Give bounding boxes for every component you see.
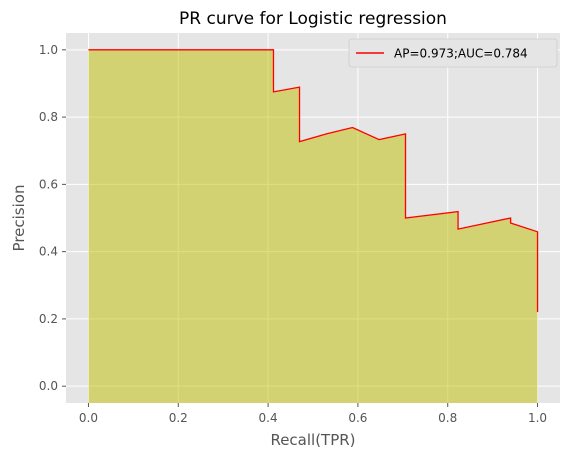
chart-title: PR curve for Logistic regression <box>179 9 447 29</box>
x-tick-label: 1.0 <box>528 411 547 425</box>
x-tick-label: 0.4 <box>259 411 278 425</box>
legend: AP=0.973;AUC=0.784 <box>348 38 558 68</box>
pr-curve-line <box>88 49 539 313</box>
y-axis-label: Precision <box>10 185 28 252</box>
x-tick-label: 0.6 <box>348 411 367 425</box>
legend-entry-label: AP=0.973;AUC=0.784 <box>394 47 528 61</box>
x-tick-label: 0.8 <box>438 411 457 425</box>
x-tick-label: 0.0 <box>79 411 98 425</box>
x-tick-label: 0.2 <box>169 411 188 425</box>
x-axis-ticks: 0.0 0.2 0.4 0.6 0.8 1.0 <box>79 403 547 425</box>
y-tick-label: 0.8 <box>39 110 58 124</box>
y-tick-label: 0.2 <box>39 312 58 326</box>
y-tick-label: 0.6 <box>39 177 58 191</box>
pr-area-fill <box>88 49 538 404</box>
series-layer <box>88 49 539 404</box>
y-tick-label: 1.0 <box>39 43 58 57</box>
y-axis-ticks: 0.0 0.2 0.4 0.6 0.8 1.0 <box>39 43 66 393</box>
x-axis-label: Recall(TPR) <box>270 431 355 449</box>
y-tick-label: 0.0 <box>39 379 58 393</box>
y-tick-label: 0.4 <box>39 245 58 259</box>
legend-box <box>348 38 558 68</box>
